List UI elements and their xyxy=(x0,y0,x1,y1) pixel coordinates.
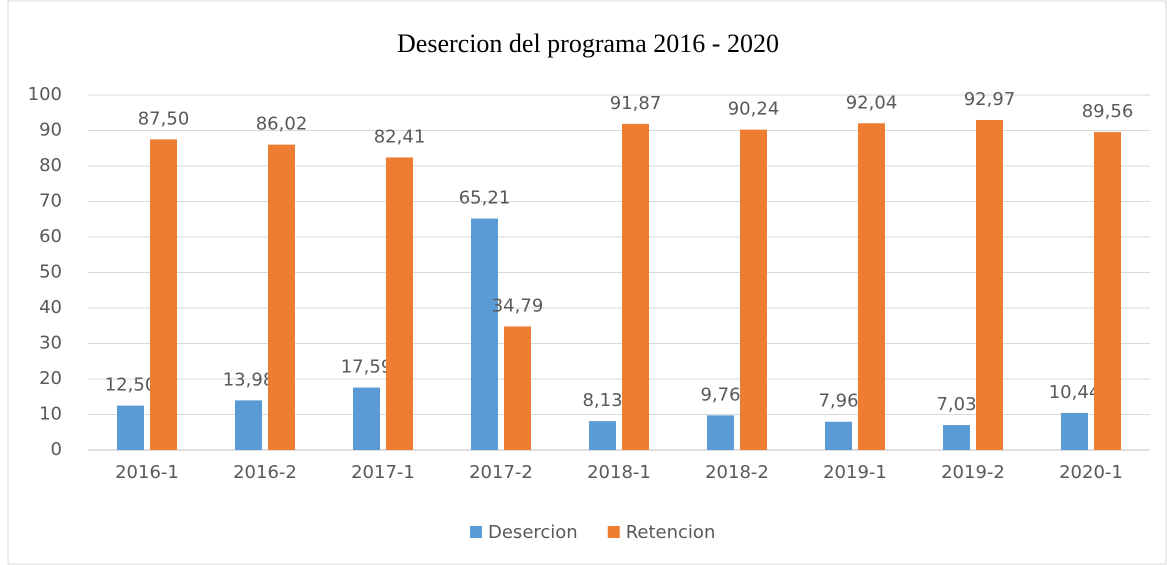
y-tick-label: 50 xyxy=(39,262,62,283)
data-label: 12,50 xyxy=(105,375,157,396)
y-tick-label: 30 xyxy=(39,333,62,354)
data-label: 65,21 xyxy=(459,188,511,209)
x-tick-label: 2019-2 xyxy=(941,462,1005,483)
bar xyxy=(740,129,767,450)
bar xyxy=(943,425,970,450)
bar xyxy=(622,123,649,450)
x-tick-label: 2020-1 xyxy=(1059,462,1123,483)
y-tick-label: 20 xyxy=(39,368,62,389)
y-tick-label: 60 xyxy=(39,226,62,247)
bar xyxy=(589,421,616,450)
y-tick-label: 0 xyxy=(51,439,62,460)
data-label: 89,56 xyxy=(1082,101,1134,122)
y-tick-label: 10 xyxy=(39,404,62,425)
data-label: 91,87 xyxy=(610,93,662,114)
data-label: 7,96 xyxy=(818,391,858,412)
y-tick-label: 100 xyxy=(28,84,62,105)
data-label: 10,44 xyxy=(1049,382,1101,403)
legend-label: Desercion xyxy=(488,522,578,543)
data-label: 82,41 xyxy=(374,126,426,147)
y-tick-label: 90 xyxy=(39,120,62,141)
x-tick-label: 2016-1 xyxy=(115,462,179,483)
bar xyxy=(150,139,177,450)
bar xyxy=(1094,132,1121,450)
data-label: 8,13 xyxy=(582,390,622,411)
chart-title: Desercion del programa 2016 - 2020 xyxy=(397,29,779,58)
legend-swatch xyxy=(607,526,620,538)
bar xyxy=(1061,412,1088,450)
bar xyxy=(117,405,144,450)
bar xyxy=(976,119,1003,451)
bar xyxy=(268,144,295,450)
data-label: 90,24 xyxy=(728,99,780,120)
data-label: 87,50 xyxy=(138,108,190,129)
data-label: 17,59 xyxy=(341,357,393,378)
bar xyxy=(386,157,413,450)
bar xyxy=(504,326,531,450)
data-label: 34,79 xyxy=(492,295,544,316)
data-label: 92,04 xyxy=(846,92,898,113)
y-tick-label: 40 xyxy=(39,297,62,318)
x-tick-label: 2017-2 xyxy=(469,462,533,483)
legend-swatch xyxy=(470,526,482,538)
data-label: 92,97 xyxy=(964,89,1016,110)
data-label: 86,02 xyxy=(256,114,308,135)
legend-label: Retencion xyxy=(626,522,716,543)
x-tick-label: 2018-2 xyxy=(705,462,769,483)
bar xyxy=(471,218,498,450)
x-tick-label: 2019-1 xyxy=(823,462,887,483)
x-tick-label: 2016-2 xyxy=(233,462,297,483)
bar xyxy=(353,387,380,450)
y-tick-label: 70 xyxy=(39,191,62,212)
data-label: 7,03 xyxy=(936,394,976,415)
data-label: 9,76 xyxy=(700,384,740,405)
bar xyxy=(235,400,262,450)
bar xyxy=(707,415,734,450)
data-label: 13,98 xyxy=(223,369,275,390)
bar xyxy=(825,421,852,450)
x-tick-label: 2017-1 xyxy=(351,462,415,483)
bar xyxy=(858,123,885,451)
x-tick-label: 2018-1 xyxy=(587,462,651,483)
y-tick-label: 80 xyxy=(39,155,62,176)
